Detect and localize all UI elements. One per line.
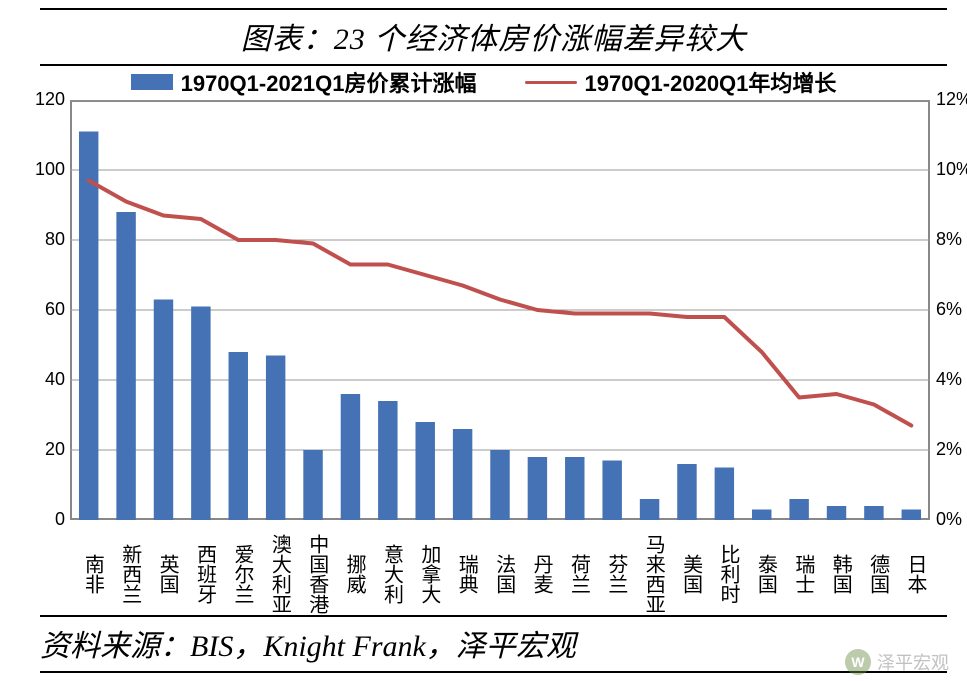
chart-container: 图表：23 个经济体房价涨幅差异较大 1970Q1-2021Q1房价累计涨幅 1… bbox=[0, 0, 967, 681]
x-tick-label: 芬兰 bbox=[593, 524, 630, 624]
plot-svg bbox=[70, 100, 930, 520]
source-text: 资料来源：BIS，Knight Frank，泽平宏观 bbox=[40, 630, 576, 663]
x-tick-label: 比利时 bbox=[706, 524, 743, 624]
bar bbox=[640, 499, 659, 520]
bar bbox=[490, 450, 509, 520]
x-tick-label: 丹麦 bbox=[519, 524, 556, 624]
bar bbox=[378, 401, 397, 520]
x-tick-label: 韩国 bbox=[818, 524, 855, 624]
y-right-tick-label: 10% bbox=[936, 159, 967, 180]
bar bbox=[266, 356, 285, 521]
x-tick-label: 中国香港 bbox=[294, 524, 331, 624]
x-tick-label: 美国 bbox=[668, 524, 705, 624]
x-tick-label: 挪威 bbox=[332, 524, 369, 624]
y-right-tick-label: 0% bbox=[936, 509, 967, 530]
legend: 1970Q1-2021Q1房价累计涨幅 1970Q1-2020Q1年均增长 bbox=[0, 66, 967, 98]
y-left-tick-label: 40 bbox=[10, 369, 65, 390]
title-bar: 图表：23 个经济体房价涨幅差异较大 bbox=[40, 8, 947, 66]
x-tick-label: 西班牙 bbox=[182, 524, 219, 624]
x-tick-label: 瑞士 bbox=[780, 524, 817, 624]
wechat-icon: W bbox=[845, 649, 871, 675]
source-bar: 资料来源：BIS，Knight Frank，泽平宏观 bbox=[40, 615, 947, 673]
y-right-tick-label: 8% bbox=[936, 229, 967, 250]
bar bbox=[341, 394, 360, 520]
bar bbox=[229, 352, 248, 520]
bar bbox=[191, 307, 210, 521]
bar bbox=[752, 510, 771, 521]
x-tick-label: 马来西亚 bbox=[631, 524, 668, 624]
bar bbox=[902, 510, 921, 521]
x-tick-label: 意大利 bbox=[369, 524, 406, 624]
x-tick-label: 加拿大 bbox=[407, 524, 444, 624]
bar bbox=[789, 499, 808, 520]
bar bbox=[303, 450, 322, 520]
bar bbox=[116, 212, 135, 520]
x-tick-label: 澳大利亚 bbox=[257, 524, 294, 624]
y-left-tick-label: 80 bbox=[10, 229, 65, 250]
y-right-tick-label: 6% bbox=[936, 299, 967, 320]
y-left-tick-label: 100 bbox=[10, 159, 65, 180]
y-right-tick-label: 12% bbox=[936, 89, 967, 110]
bar bbox=[565, 457, 584, 520]
x-tick-label: 泰国 bbox=[743, 524, 780, 624]
bar bbox=[453, 429, 472, 520]
y-right-tick-label: 2% bbox=[936, 439, 967, 460]
x-tick-label: 德国 bbox=[855, 524, 892, 624]
plot-area bbox=[70, 100, 930, 520]
x-axis-labels: 南非新西兰英国西班牙爱尔兰澳大利亚中国香港挪威意大利加拿大瑞典法国丹麦荷兰芬兰马… bbox=[70, 524, 930, 624]
x-tick-label: 日本 bbox=[893, 524, 930, 624]
bar bbox=[528, 457, 547, 520]
line-series bbox=[89, 181, 912, 426]
legend-swatch-bar-icon bbox=[131, 74, 173, 90]
y-left-tick-label: 60 bbox=[10, 299, 65, 320]
x-tick-label: 荷兰 bbox=[556, 524, 593, 624]
y-left-tick-label: 0 bbox=[10, 509, 65, 530]
bar bbox=[154, 300, 173, 521]
y-left-tick-label: 20 bbox=[10, 439, 65, 460]
x-tick-label: 新西兰 bbox=[107, 524, 144, 624]
bar bbox=[602, 461, 621, 521]
bar bbox=[827, 506, 846, 520]
legend-label-line: 1970Q1-2020Q1年均增长 bbox=[585, 66, 837, 98]
x-tick-label: 爱尔兰 bbox=[220, 524, 257, 624]
bar bbox=[715, 468, 734, 521]
bar bbox=[677, 464, 696, 520]
bar bbox=[864, 506, 883, 520]
legend-item-bar: 1970Q1-2021Q1房价累计涨幅 bbox=[131, 66, 477, 98]
bar bbox=[415, 422, 434, 520]
bar bbox=[79, 132, 98, 521]
watermark: W 泽平宏观 bbox=[845, 649, 949, 675]
legend-swatch-line-icon bbox=[525, 81, 577, 84]
y-left-tick-label: 120 bbox=[10, 89, 65, 110]
chart-title: 图表：23 个经济体房价涨幅差异较大 bbox=[241, 23, 747, 56]
x-tick-label: 英国 bbox=[145, 524, 182, 624]
x-tick-label: 南非 bbox=[70, 524, 107, 624]
x-tick-label: 瑞典 bbox=[444, 524, 481, 624]
watermark-label: 泽平宏观 bbox=[877, 649, 949, 675]
x-tick-label: 法国 bbox=[481, 524, 518, 624]
y-right-tick-label: 4% bbox=[936, 369, 967, 390]
legend-label-bar: 1970Q1-2021Q1房价累计涨幅 bbox=[181, 66, 477, 98]
legend-item-line: 1970Q1-2020Q1年均增长 bbox=[525, 66, 837, 98]
